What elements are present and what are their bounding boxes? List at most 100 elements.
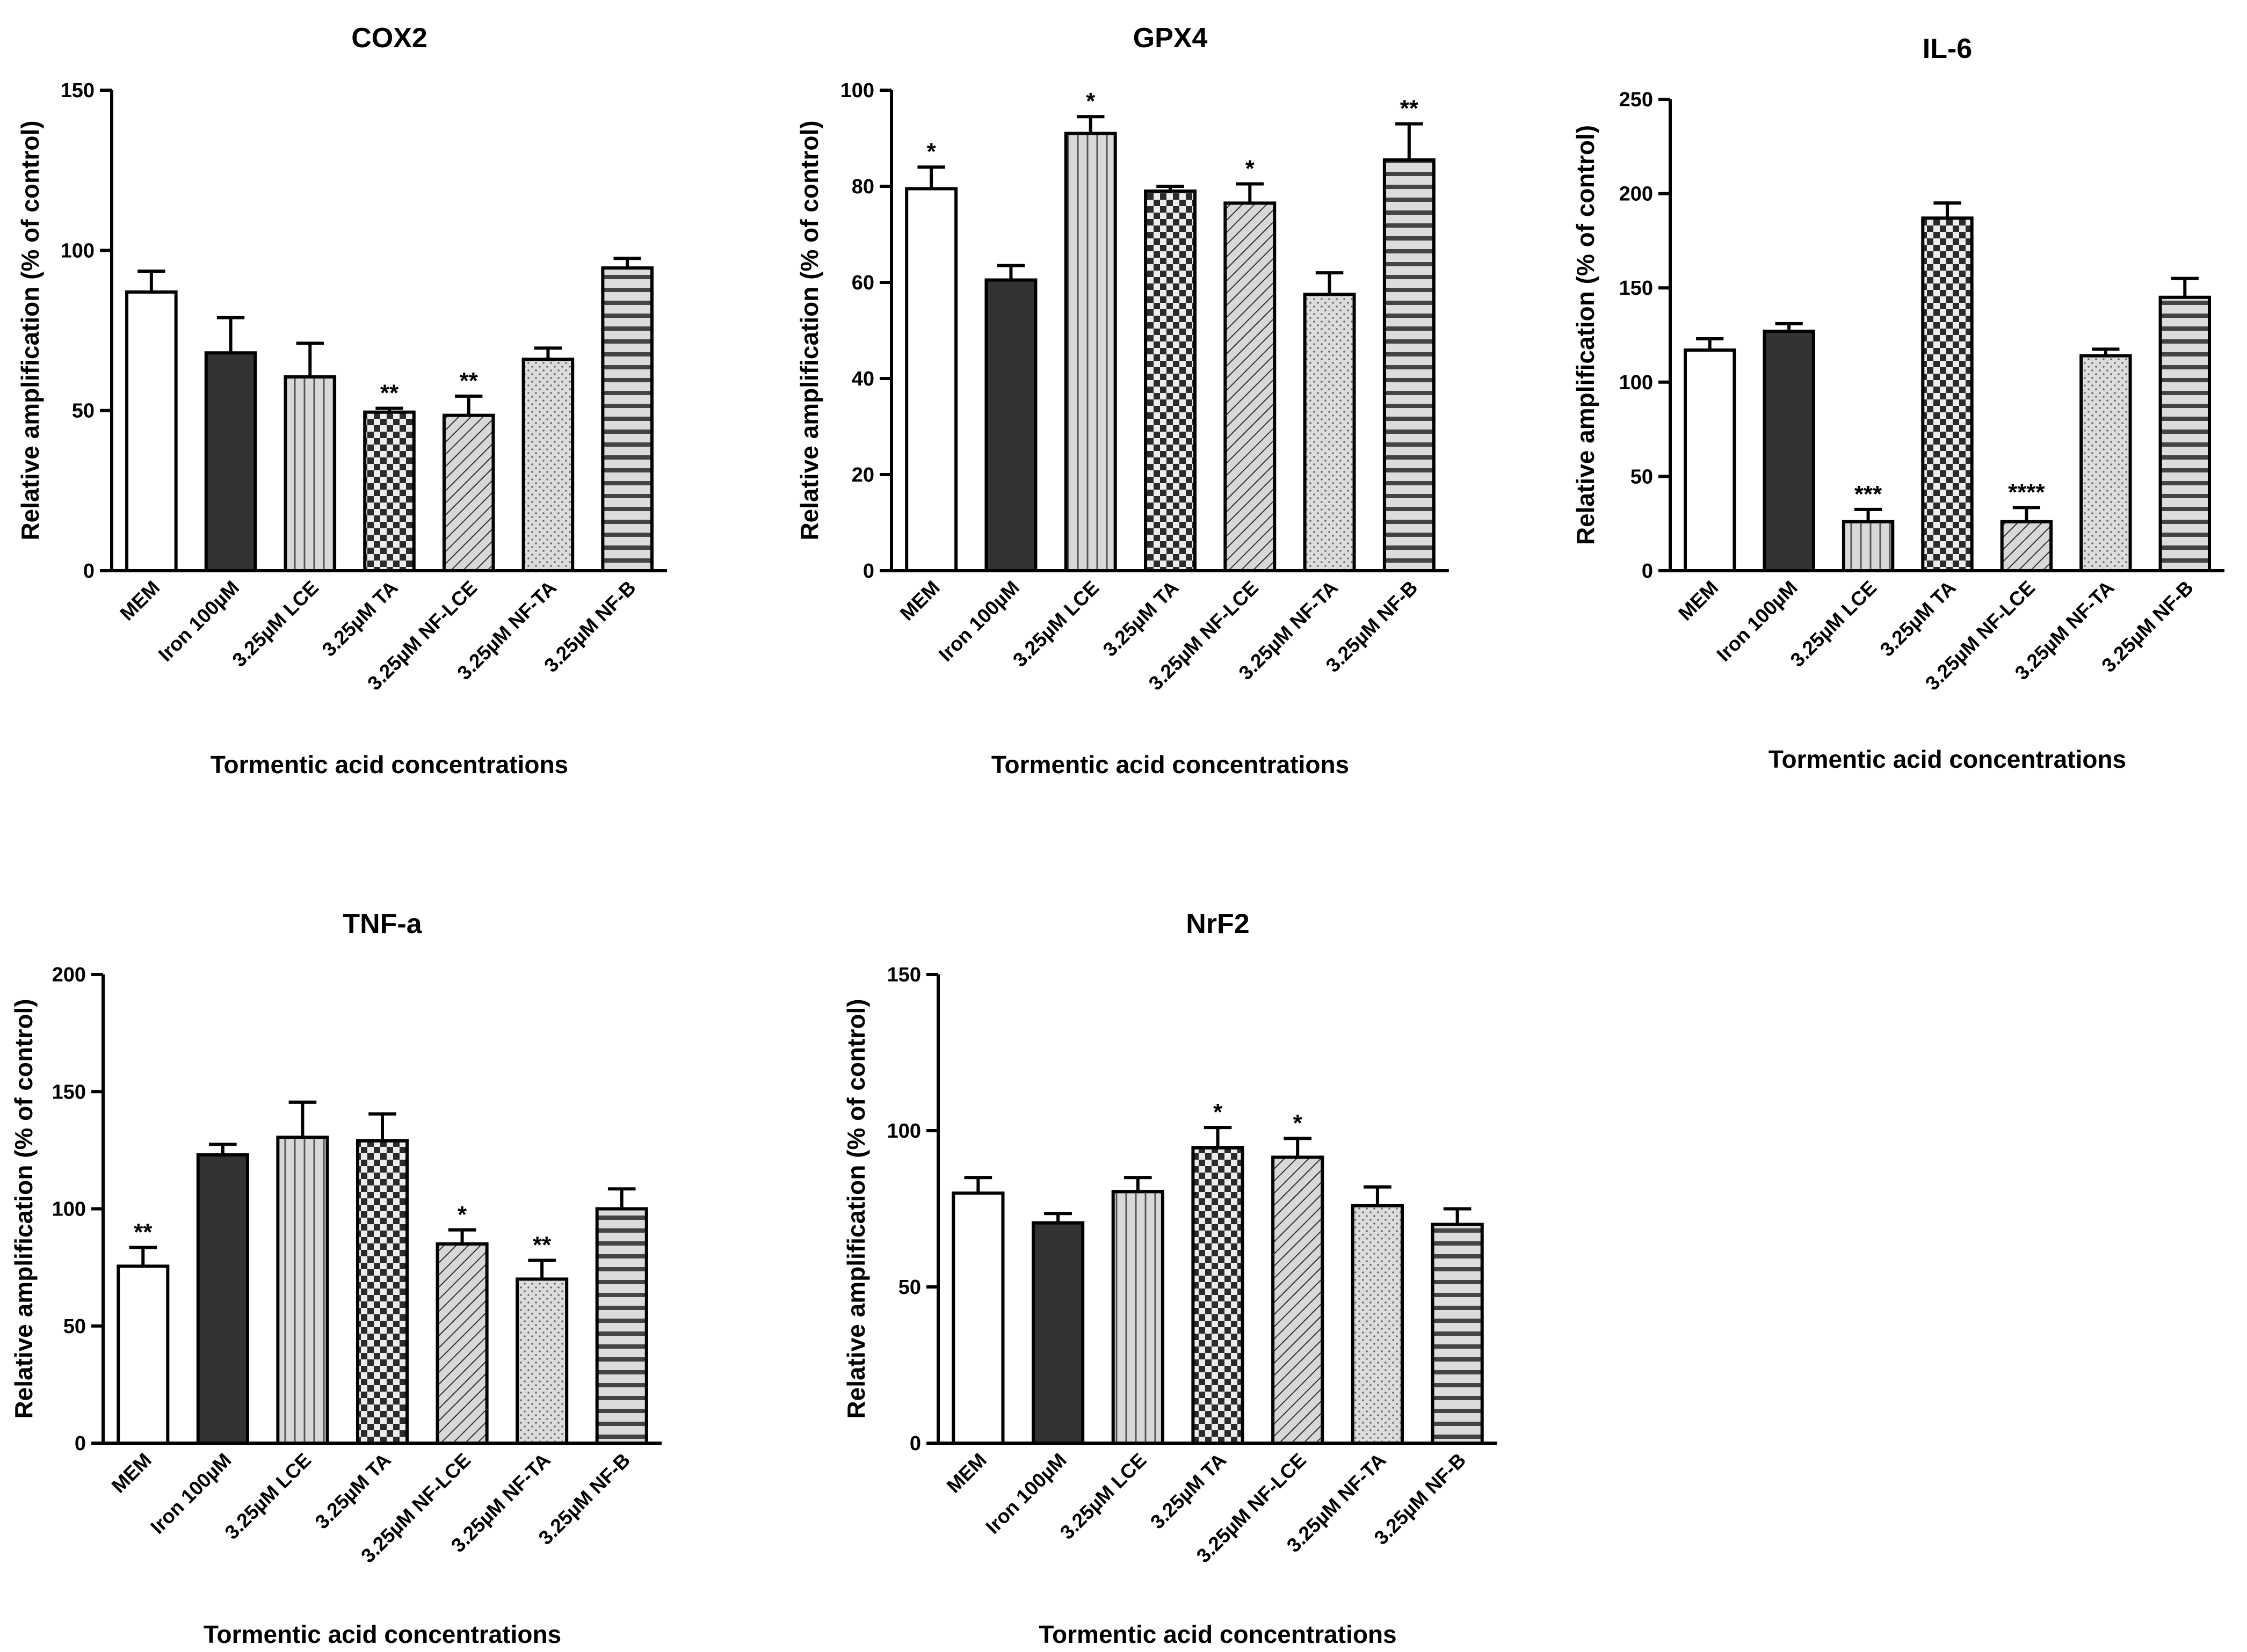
bar-1 — [204, 351, 257, 572]
x-axis-label: Tormentic acid concentrations — [991, 751, 1349, 778]
category-label-3: 3.25µM TA — [1876, 577, 1960, 661]
bar-6 — [2158, 295, 2211, 572]
bar-1 — [1763, 329, 1815, 572]
chart-panel-nrf2: NrF2 Relative amplification (% of control… — [842, 908, 1497, 1648]
y-tick-label: 100 — [61, 239, 95, 262]
y-axis-label: Relative amplification (% of control) — [10, 999, 38, 1418]
chart-title: NrF2 — [1186, 908, 1249, 940]
bar-0 — [905, 187, 958, 573]
category-label-2: 3.25µM LCE — [228, 577, 323, 671]
bar-6 — [1431, 1222, 1484, 1445]
category-label-2: 3.25µM LCE — [1786, 577, 1881, 671]
bar-2 — [1064, 132, 1117, 573]
category-label-1: Iron 100µM — [154, 577, 243, 666]
y-tick-label: 0 — [910, 1432, 921, 1455]
significance-label-0: ** — [134, 1219, 153, 1246]
chart-title: GPX4 — [1133, 23, 1208, 54]
bar-4 — [442, 413, 495, 572]
bar-2 — [276, 1136, 329, 1445]
category-label-2: 3.25µM LCE — [221, 1449, 315, 1544]
significance-label-4: **** — [2008, 479, 2045, 505]
category-label-3: 3.25µM TA — [318, 577, 402, 661]
bar-0 — [1684, 348, 1736, 572]
bar-1 — [1031, 1221, 1085, 1445]
x-axis-label: Tormentic acid concentrations — [1039, 1620, 1396, 1648]
significance-label-3: ** — [380, 380, 399, 406]
chart-panel-il-6: IL-6 Relative amplification (% of control… — [1571, 33, 2224, 773]
category-label-0: MEM — [107, 1449, 156, 1497]
category-label-0: MEM — [943, 1449, 991, 1497]
y-tick-label: 0 — [1642, 560, 1653, 583]
y-tick-label: 0 — [75, 1432, 86, 1455]
bar-1 — [984, 278, 1038, 572]
category-label-0: MEM — [115, 577, 164, 625]
y-tick-label: 40 — [852, 368, 874, 390]
bar-6 — [595, 1207, 648, 1445]
category-label-1: Iron 100µM — [146, 1449, 235, 1538]
bar-3 — [356, 1139, 409, 1445]
bar-3 — [1144, 189, 1197, 572]
bar-0 — [952, 1191, 1005, 1445]
bar-2 — [1111, 1190, 1164, 1445]
y-tick-label: 60 — [852, 272, 874, 294]
x-axis-label: Tormentic acid concentrations — [204, 1620, 561, 1648]
y-axis-label: Relative amplification (% of control) — [16, 120, 44, 540]
chart-title: COX2 — [351, 23, 427, 54]
category-label-2: 3.25µM LCE — [1009, 577, 1103, 671]
bar-3 — [1191, 1146, 1244, 1445]
y-axis-label: Relative amplification (% of control) — [1571, 125, 1599, 545]
bar-0 — [117, 1264, 170, 1445]
bar-5 — [1303, 293, 1356, 572]
significance-label-4: * — [458, 1202, 467, 1228]
bar-5 — [2079, 354, 2132, 573]
y-tick-label: 150 — [1619, 277, 1653, 300]
bar-4 — [1271, 1155, 1324, 1445]
chart-panel-tnf-a: TNF-a Relative amplification (% of contro… — [10, 908, 662, 1648]
x-axis-label: Tormentic acid concentrations — [211, 751, 568, 778]
bar-1 — [196, 1153, 249, 1445]
bar-6 — [601, 266, 654, 572]
y-tick-label: 0 — [863, 560, 874, 583]
bar-3 — [1921, 216, 1974, 573]
y-tick-label: 200 — [52, 964, 86, 986]
y-tick-label: 0 — [83, 560, 95, 583]
chart-panel-gpx4: GPX4 Relative amplification (% of control… — [795, 23, 1449, 778]
y-tick-label: 50 — [72, 400, 95, 423]
category-label-3: 3.25µM TA — [1099, 577, 1183, 661]
bar-4 — [436, 1242, 489, 1445]
significance-label-0: * — [927, 139, 937, 165]
y-tick-label: 50 — [898, 1276, 921, 1299]
significance-label-4: * — [1245, 156, 1255, 182]
category-label-1: Iron 100µM — [934, 577, 1024, 666]
y-tick-label: 100 — [887, 1120, 921, 1142]
bar-6 — [1382, 158, 1436, 572]
category-label-3: 3.25µM TA — [1146, 1449, 1230, 1533]
chart-title: IL-6 — [1923, 33, 1972, 64]
significance-label-4: ** — [460, 368, 479, 394]
y-tick-label: 20 — [852, 464, 874, 486]
significance-label-4: * — [1293, 1110, 1303, 1137]
y-tick-label: 250 — [1619, 89, 1653, 111]
y-axis-label: Relative amplification (% of control) — [795, 120, 823, 540]
significance-label-5: ** — [533, 1232, 552, 1258]
category-label-0: MEM — [1674, 577, 1722, 625]
y-tick-label: 80 — [852, 176, 874, 198]
category-label-0: MEM — [896, 577, 944, 625]
bar-5 — [516, 1277, 569, 1445]
y-tick-label: 100 — [52, 1198, 86, 1221]
y-tick-label: 150 — [52, 1081, 86, 1103]
y-tick-label: 150 — [887, 964, 921, 986]
significance-label-2: * — [1086, 88, 1096, 114]
bar-2 — [284, 375, 337, 572]
y-tick-label: 100 — [1619, 372, 1653, 394]
significance-label-6: ** — [1400, 96, 1419, 122]
bar-4 — [1223, 201, 1277, 572]
y-tick-label: 100 — [840, 79, 874, 102]
y-axis-label: Relative amplification (% of control) — [842, 999, 870, 1418]
chart-panel-cox2: COX2 Relative amplification (% of control… — [16, 23, 667, 778]
bar-5 — [521, 358, 575, 572]
bar-0 — [125, 290, 178, 572]
category-label-1: Iron 100µM — [982, 1449, 1071, 1538]
x-axis-label: Tormentic acid concentrations — [1768, 745, 2126, 773]
chart-title: TNF-a — [343, 908, 422, 940]
